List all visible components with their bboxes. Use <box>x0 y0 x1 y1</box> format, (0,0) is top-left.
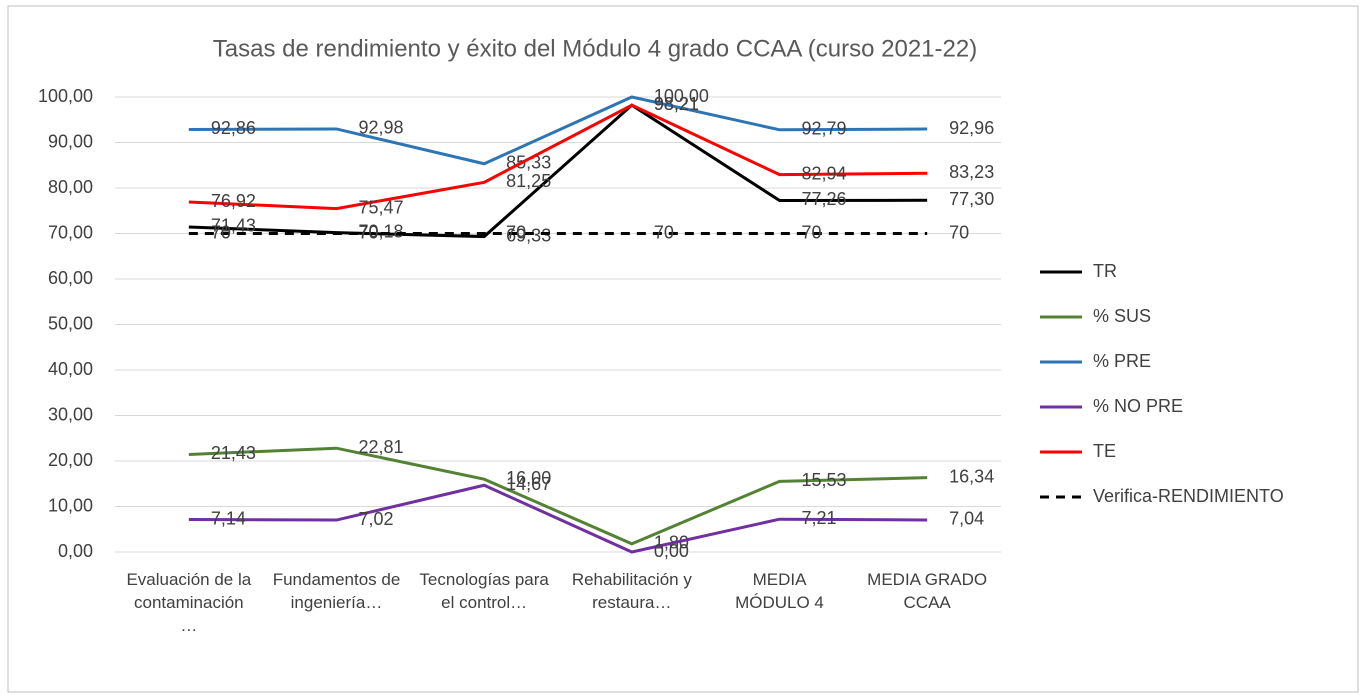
y-tick-label: 0,00 <box>58 541 93 561</box>
data-label: 21,43 <box>211 443 256 463</box>
data-label: 70,18 <box>359 221 404 241</box>
data-label: 70 <box>211 222 231 242</box>
data-label: 70 <box>802 222 822 242</box>
y-tick-label: 10,00 <box>48 495 93 515</box>
y-tick-label: 40,00 <box>48 359 93 379</box>
data-label: 92,86 <box>211 118 256 138</box>
data-label: 14,67 <box>506 474 551 494</box>
y-tick-label: 20,00 <box>48 450 93 470</box>
x-tick-label: MEDIA MÓDULO 4 <box>735 570 824 612</box>
series-line <box>188 103 928 239</box>
legend-label: % PRE <box>1093 351 1151 371</box>
data-label: 7,04 <box>949 509 984 529</box>
data-label: 16,34 <box>949 466 994 486</box>
data-label: 92,79 <box>802 119 847 139</box>
y-tick-label: 60,00 <box>48 268 93 288</box>
x-tick-label: MEDIA GRADO CCAA <box>867 570 988 612</box>
data-label: 77,30 <box>949 189 994 209</box>
y-tick-label: 50,00 <box>48 313 93 333</box>
data-label: 70 <box>506 222 526 242</box>
y-tick-label: 30,00 <box>48 404 93 424</box>
x-tick-label: Rehabilitación y restaura… <box>571 570 692 612</box>
legend-label: TR <box>1093 261 1117 281</box>
data-label: 92,96 <box>949 118 994 138</box>
data-label: 70 <box>359 222 379 242</box>
legend-label: TE <box>1093 441 1116 461</box>
data-label: 82,94 <box>802 163 847 183</box>
series-line <box>188 483 928 554</box>
x-tick-label: Tecnologías para el control… <box>419 570 549 612</box>
y-tick-label: 80,00 <box>48 177 93 197</box>
y-tick-label: 70,00 <box>48 222 93 242</box>
legend-label: % NO PRE <box>1093 396 1183 416</box>
data-label: 0,00 <box>654 541 689 561</box>
data-label: 76,92 <box>211 191 256 211</box>
data-label: 83,23 <box>949 162 994 182</box>
series-line <box>188 446 928 546</box>
x-tick-label: Fundamentos de ingeniería… <box>272 570 401 612</box>
x-tick-label: Evaluación de la contaminación … <box>126 570 252 635</box>
data-label: 77,26 <box>802 189 847 209</box>
data-label: 7,14 <box>211 508 246 528</box>
data-label: 15,53 <box>802 470 847 490</box>
data-label: 81,25 <box>506 171 551 191</box>
y-tick-label: 90,00 <box>48 131 93 151</box>
data-label: 75,47 <box>359 197 404 217</box>
data-label: 7,21 <box>802 508 837 528</box>
chart-border <box>7 5 1359 693</box>
y-tick-label: 100,00 <box>38 86 93 106</box>
data-label: 85,33 <box>506 152 551 172</box>
data-label: 70 <box>949 222 969 242</box>
data-label: 70 <box>654 222 674 242</box>
legend-label: Verifica-RENDIMIENTO <box>1093 486 1284 506</box>
data-label: 16,00 <box>506 468 551 488</box>
data-label: 98,21 <box>654 94 699 114</box>
data-label: 71,43 <box>211 216 256 236</box>
data-label: 92,98 <box>359 118 404 138</box>
series-line <box>188 103 928 211</box>
data-label: 69,33 <box>506 225 551 245</box>
legend-label: % SUS <box>1093 306 1151 326</box>
data-label: 100,00 <box>654 86 709 106</box>
series-line <box>188 95 928 166</box>
data-label: 22,81 <box>359 437 404 457</box>
chart-title: Tasas de rendimiento y éxito del Módulo … <box>213 35 977 62</box>
data-label: 7,02 <box>359 509 394 529</box>
